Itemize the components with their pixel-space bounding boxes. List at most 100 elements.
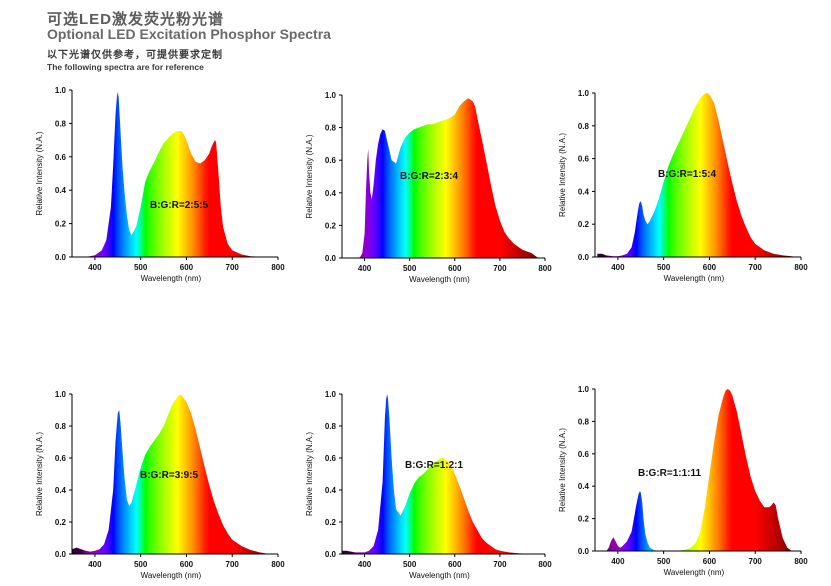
y-tick-label: 0.4 (578, 187, 590, 196)
x-axis-label: Wavelength (nm) (409, 571, 470, 580)
y-tick-label: 1.0 (578, 385, 590, 394)
y-axis-label: Relative Intensity (N.A.) (305, 134, 314, 218)
y-tick-label: 0.2 (578, 515, 590, 524)
page-subtitle-cn: 以下光谱仅供参考，可提供要求定制 (47, 50, 223, 61)
x-tick-label: 700 (749, 557, 763, 566)
page-title-cn: 可选LED激发荧光粉光谱 (47, 11, 225, 28)
y-tick-label: 1.0 (55, 86, 67, 95)
x-axis-label: Wavelength (nm) (141, 274, 202, 283)
x-tick-label: 500 (657, 557, 671, 566)
x-tick-label: 600 (448, 560, 462, 569)
ratio-annotation: B:G:R=1:2:1 (405, 460, 464, 471)
spectrum-chart-3: 0.0 0.2 0.4 0.6 0.8 1.0 400 500 600 700 800 Wavelen… (558, 89, 808, 283)
spectrum-chart-6: 0.0 0.2 0.4 0.6 0.8 1.0 400 500 600 700 800 Wavelen… (558, 385, 808, 577)
spectrum-area (606, 389, 792, 551)
x-tick-label: 700 (493, 264, 507, 273)
x-tick-label: 500 (403, 560, 417, 569)
x-tick-label: 800 (271, 560, 285, 569)
y-tick-label: 0.6 (55, 454, 67, 463)
x-tick-label: 600 (703, 557, 717, 566)
y-tick-label: 1.0 (325, 390, 337, 399)
y-tick-label: 0.2 (55, 518, 67, 527)
x-tick-label: 800 (538, 560, 552, 569)
x-tick-label: 500 (657, 263, 671, 272)
y-tick-label: 0.0 (325, 550, 337, 559)
y-tick-label: 0.8 (55, 422, 67, 431)
y-tick-label: 0.2 (325, 518, 337, 527)
y-tick-label: 0.0 (578, 253, 590, 262)
ratio-annotation: B:G:R=1:5:4 (658, 169, 717, 180)
y-tick-label: 0.2 (55, 220, 67, 229)
y-tick-label: 0.8 (325, 124, 337, 133)
y-tick-label: 1.0 (578, 89, 590, 98)
y-tick-label: 0.4 (325, 486, 337, 495)
x-tick-label: 500 (134, 263, 148, 272)
y-tick-label: 1.0 (325, 91, 337, 100)
x-axis-label: Wavelength (nm) (409, 275, 470, 284)
spectrum-chart-5: 0.0 0.2 0.4 0.6 0.8 1.0 400 500 600 700 800 Wavelen… (305, 390, 552, 580)
x-tick-label: 400 (88, 263, 102, 272)
x-axis-label: Wavelength (nm) (141, 571, 202, 580)
x-tick-label: 600 (703, 263, 717, 272)
x-tick-label: 800 (794, 557, 808, 566)
y-tick-label: 0.8 (578, 122, 590, 131)
spectrum-chart-4: 0.0 0.2 0.4 0.6 0.8 1.0 400 500 600 700 800 Wavelen… (35, 390, 285, 580)
y-axis-label: Relative Intensity (N.A.) (558, 133, 567, 217)
x-tick-label: 400 (611, 557, 625, 566)
x-axis-label: Wavelength (nm) (664, 274, 725, 283)
y-tick-label: 0.0 (55, 550, 67, 559)
y-tick-label: 0.8 (578, 417, 590, 426)
x-tick-label: 500 (403, 264, 417, 273)
y-tick-label: 0.4 (55, 486, 67, 495)
x-tick-label: 800 (794, 263, 808, 272)
y-tick-label: 0.4 (55, 186, 67, 195)
y-tick-label: 0.2 (578, 220, 590, 229)
x-tick-label: 500 (134, 560, 148, 569)
y-tick-label: 0.6 (578, 155, 590, 164)
x-tick-label: 400 (611, 263, 625, 272)
ratio-annotation: B:G:R=2:3:4 (400, 171, 459, 182)
spectrum-area (355, 98, 539, 258)
ratio-annotation: B:G:R=2:5:5 (150, 200, 209, 211)
spectrum-area (597, 93, 797, 257)
y-tick-label: 0.8 (325, 422, 337, 431)
ratio-annotation: B:G:R=1:1:11 (638, 468, 702, 479)
x-tick-label: 700 (493, 560, 507, 569)
y-tick-label: 0.6 (325, 156, 337, 165)
y-tick-label: 1.0 (55, 390, 67, 399)
x-tick-label: 600 (448, 264, 462, 273)
y-axis-label: Relative Intensity (N.A.) (35, 131, 44, 215)
y-tick-label: 0.6 (578, 450, 590, 459)
x-tick-label: 800 (538, 264, 552, 273)
y-tick-label: 0.6 (325, 454, 337, 463)
x-tick-label: 800 (271, 263, 285, 272)
x-tick-label: 700 (749, 263, 763, 272)
page-subtitle-en: The following spectra are for reference (47, 62, 204, 72)
x-axis-label: Wavelength (nm) (664, 568, 725, 577)
y-tick-label: 0.2 (325, 221, 337, 230)
page-title-en: Optional LED Excitation Phosphor Spectra (47, 26, 331, 42)
y-tick-label: 0.0 (578, 547, 590, 556)
ratio-annotation: B:G:R=3:9:5 (140, 470, 199, 481)
y-tick-label: 0.6 (55, 153, 67, 162)
x-tick-label: 700 (226, 263, 240, 272)
spectrum-area (85, 91, 269, 257)
y-axis-label: Relative Intensity (N.A.) (305, 432, 314, 516)
spectrum-area (72, 394, 269, 554)
spectrum-chart-1: 0.0 0.2 0.4 0.6 0.8 1.0 400 500 600 700 800 Wavelen… (35, 86, 285, 283)
y-tick-label: 0.4 (578, 482, 590, 491)
y-tick-label: 0.8 (55, 119, 67, 128)
y-axis-label: Relative Intensity (N.A.) (558, 428, 567, 512)
x-tick-label: 400 (358, 560, 372, 569)
y-axis-label: Relative Intensity (N.A.) (35, 432, 44, 516)
x-tick-label: 700 (226, 560, 240, 569)
spectrum-area (342, 394, 536, 554)
x-tick-label: 400 (88, 560, 102, 569)
x-tick-label: 600 (180, 263, 194, 272)
x-tick-label: 600 (180, 560, 194, 569)
y-tick-label: 0.4 (325, 189, 337, 198)
spectrum-chart-2: 0.0 0.2 0.4 0.6 0.8 1.0 400 500 600 700 800 Wavelen… (305, 91, 552, 284)
y-tick-label: 0.0 (55, 253, 67, 262)
x-tick-label: 400 (358, 264, 372, 273)
y-tick-label: 0.0 (325, 254, 337, 263)
